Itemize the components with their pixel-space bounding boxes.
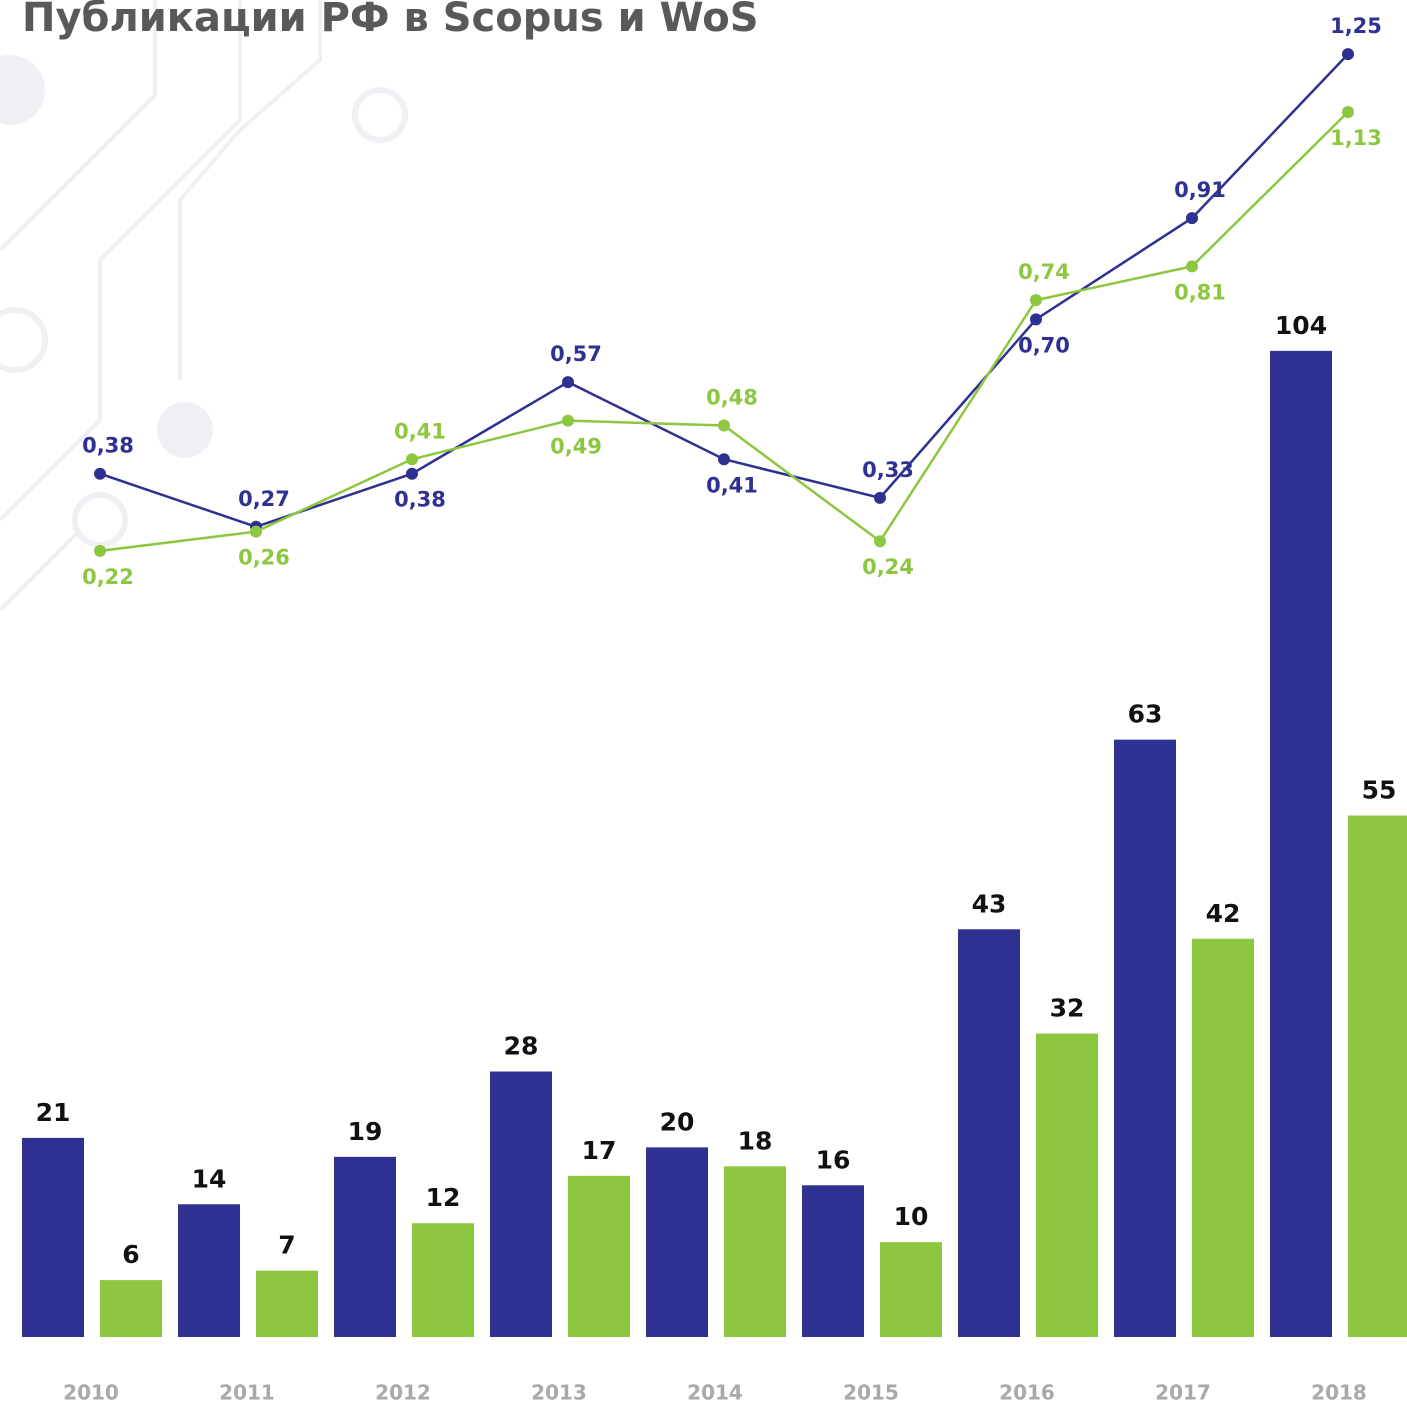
line-value-label: 0,22 [82, 565, 134, 589]
line-point [1030, 294, 1042, 306]
bar-value-label: 43 [972, 889, 1007, 918]
line-point [1342, 106, 1354, 118]
line-value-label: 0,27 [238, 487, 290, 511]
x-tick-label: 2010 [63, 1381, 119, 1404]
bar [22, 1138, 84, 1337]
bar [178, 1204, 240, 1337]
line-point [406, 468, 418, 480]
bar-value-label: 12 [426, 1183, 461, 1212]
line-point [562, 376, 574, 388]
bar [958, 929, 1020, 1337]
bar-value-label: 17 [582, 1136, 617, 1165]
bar-value-label: 6 [122, 1240, 139, 1269]
bar [412, 1223, 474, 1337]
bar [256, 1271, 318, 1337]
bar-value-label: 32 [1050, 994, 1085, 1023]
bar-value-label: 28 [504, 1032, 539, 1061]
bar-value-label: 18 [738, 1126, 773, 1155]
chart-title: Публикации РФ в Scopus и WoS [22, 0, 759, 41]
line-point [1342, 48, 1354, 60]
x-tick-label: 2018 [1311, 1381, 1367, 1404]
bar [802, 1185, 864, 1337]
bar [880, 1242, 942, 1337]
x-tick-label: 2015 [843, 1381, 899, 1404]
bar-value-label: 55 [1362, 776, 1397, 805]
bar-value-label: 21 [36, 1098, 71, 1127]
line-value-label: 0,38 [82, 434, 134, 458]
background-decoration [0, 0, 405, 610]
bar [724, 1166, 786, 1337]
bar [1036, 1034, 1098, 1337]
line-value-label: 1,25 [1330, 14, 1382, 38]
line-point [874, 492, 886, 504]
x-tick-label: 2017 [1155, 1381, 1211, 1404]
line-point [250, 526, 262, 538]
bar-value-label: 16 [816, 1145, 851, 1174]
line-point [874, 535, 886, 547]
line-value-label: 0,49 [550, 435, 602, 459]
line-point [562, 415, 574, 427]
bar-value-label: 7 [278, 1231, 295, 1260]
line-value-label: 0,81 [1174, 280, 1226, 304]
bar [1114, 740, 1176, 1337]
bar [568, 1176, 630, 1337]
line-point [718, 419, 730, 431]
x-tick-label: 2014 [687, 1381, 743, 1404]
line-value-label: 0,24 [862, 555, 914, 579]
chart: Публикации РФ в Scopus и WoS 20102011201… [0, 0, 1407, 1404]
bar [490, 1072, 552, 1337]
bar [1192, 939, 1254, 1337]
bar-value-label: 14 [192, 1164, 227, 1193]
line-value-label: 0,38 [394, 488, 446, 512]
bar [1270, 351, 1332, 1337]
line-point [1030, 313, 1042, 325]
line-value-label: 0,70 [1018, 333, 1070, 357]
x-tick-label: 2012 [375, 1381, 431, 1404]
bar [100, 1280, 162, 1337]
x-tick-label: 2013 [531, 1381, 587, 1404]
bar-value-label: 42 [1206, 899, 1241, 928]
bar [1348, 816, 1407, 1338]
line-value-label: 0,91 [1174, 178, 1226, 202]
line-value-label: 1,13 [1330, 126, 1382, 150]
x-tick-label: 2016 [999, 1381, 1055, 1404]
line-value-label: 0,48 [706, 385, 758, 409]
line-point [406, 453, 418, 465]
bar [646, 1147, 708, 1337]
bar-value-label: 20 [660, 1107, 695, 1136]
line-value-label: 0,33 [862, 458, 914, 482]
line-point [94, 545, 106, 557]
line-value-label: 0,57 [550, 342, 602, 366]
line-point [94, 468, 106, 480]
bar-value-label: 63 [1128, 700, 1163, 729]
line-value-label: 0,74 [1018, 260, 1070, 284]
line-point [1186, 260, 1198, 272]
x-tick-label: 2011 [219, 1381, 275, 1404]
bar-value-label: 10 [894, 1202, 929, 1231]
bar-value-label: 19 [348, 1117, 383, 1146]
bar-value-label: 104 [1275, 311, 1327, 340]
line-value-label: 0,41 [394, 419, 446, 443]
line-value-label: 0,26 [238, 546, 290, 570]
line-value-label: 0,41 [706, 473, 758, 497]
line-point [1186, 212, 1198, 224]
bar [334, 1157, 396, 1337]
line-point [718, 453, 730, 465]
